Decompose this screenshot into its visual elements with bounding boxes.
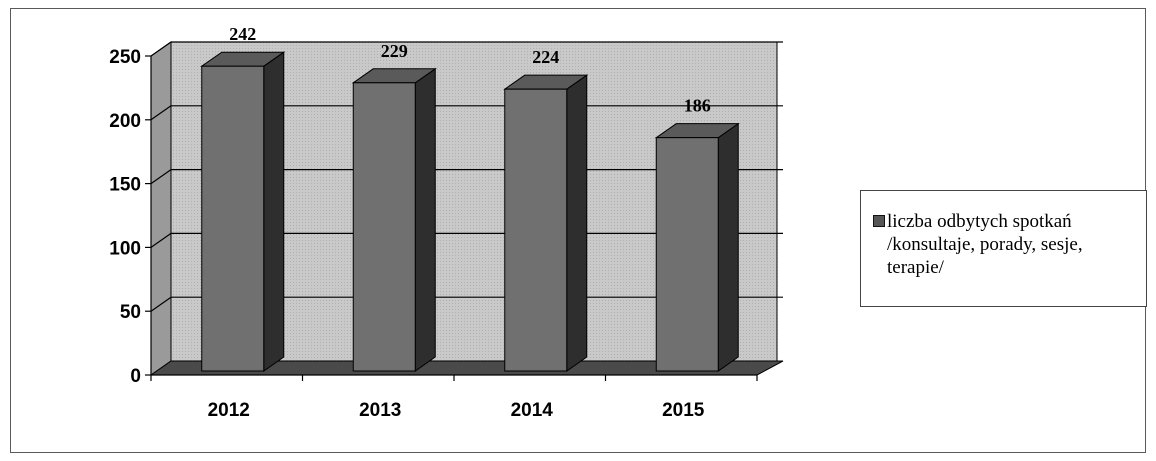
- legend: liczba odbytych spotkań /konsultaje, por…: [860, 190, 1147, 307]
- bar-2012: [201, 65, 265, 372]
- data-label: 242: [229, 24, 256, 44]
- bar-side: [414, 67, 436, 372]
- y-tick-label: 50: [120, 302, 141, 323]
- bar-side: [566, 74, 588, 372]
- data-label: 186: [684, 96, 711, 116]
- chart-frame: 0 50 100 150 200 250 2012 242 2013 229 2014 224 2015…: [10, 8, 1147, 453]
- bar-side: [263, 51, 285, 372]
- y-tick-label: 200: [109, 111, 141, 132]
- x-tick-label: 2015: [662, 400, 705, 421]
- legend-swatch: [873, 215, 885, 227]
- x-tick-label: 2013: [359, 400, 401, 421]
- y-tick-label: 250: [109, 47, 141, 68]
- gridline-side: [150, 169, 172, 185]
- x-tick-label: 2014: [511, 400, 554, 421]
- gridline-side: [150, 105, 172, 121]
- data-label: 229: [381, 41, 408, 61]
- bar-side: [717, 122, 739, 372]
- y-tick-label: 150: [109, 175, 141, 196]
- y-tick-label: 0: [130, 366, 141, 387]
- legend-label: liczba odbytych spotkań /konsultaje, por…: [887, 211, 1083, 278]
- bar-2013: [352, 82, 416, 372]
- gridline-side: [150, 232, 172, 248]
- x-tick-label: 2012: [208, 400, 250, 421]
- side-wall: [150, 41, 172, 376]
- data-label: 224: [532, 47, 559, 67]
- chart-plot: 0 50 100 150 200 250 2012 242 2013 229 2014 224 2015…: [109, 24, 784, 421]
- bar-2014: [504, 88, 568, 372]
- y-tick-label: 100: [109, 238, 141, 259]
- bar-2015: [655, 137, 719, 372]
- gridline-side: [150, 296, 172, 312]
- gridline-side: [150, 41, 172, 57]
